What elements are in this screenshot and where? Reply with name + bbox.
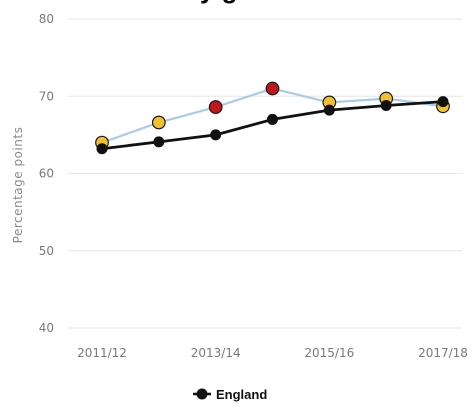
y-tick-label-80: 80: [39, 12, 54, 26]
x-tick-label-2013-14: 2013/14: [191, 346, 241, 360]
point-england-2011-12: [96, 143, 108, 155]
point-england-2013-14: [210, 129, 222, 141]
series-markers: [95, 81, 450, 155]
x-tick-label-2011-12: 2011/12: [77, 346, 127, 360]
y-axis-ticks: 40 50 60 70 80: [39, 12, 54, 335]
point-local-2013-14: [208, 100, 223, 114]
legend: England: [193, 387, 267, 402]
y-tick-label-60: 60: [39, 167, 54, 181]
point-england-2016-17: [380, 100, 392, 112]
x-tick-label-2015-16: 2015/16: [304, 346, 354, 360]
point-england-2017-18: [437, 96, 449, 108]
point-england-2012-13: [153, 136, 165, 148]
x-axis-ticks: 2011/12 2013/14 2015/16 2017/18: [77, 346, 468, 360]
legend-label-england: England: [216, 387, 267, 402]
point-local-2012-13: [151, 115, 166, 130]
x-tick-label-2017-18: 2017/18: [418, 346, 468, 360]
point-local-2014-15: [265, 81, 280, 96]
y-tick-label-50: 50: [39, 244, 54, 258]
point-england-2014-15: [267, 113, 278, 125]
point-england-2015-16: [323, 104, 335, 116]
y-tick-label-40: 40: [39, 321, 54, 335]
legend-marker-england: [196, 388, 208, 400]
y-tick-label-70: 70: [39, 89, 54, 103]
chart-title-fragment: y g: [200, 0, 238, 4]
gridlines: [68, 18, 462, 329]
y-axis-title: Percentage points: [11, 127, 25, 244]
